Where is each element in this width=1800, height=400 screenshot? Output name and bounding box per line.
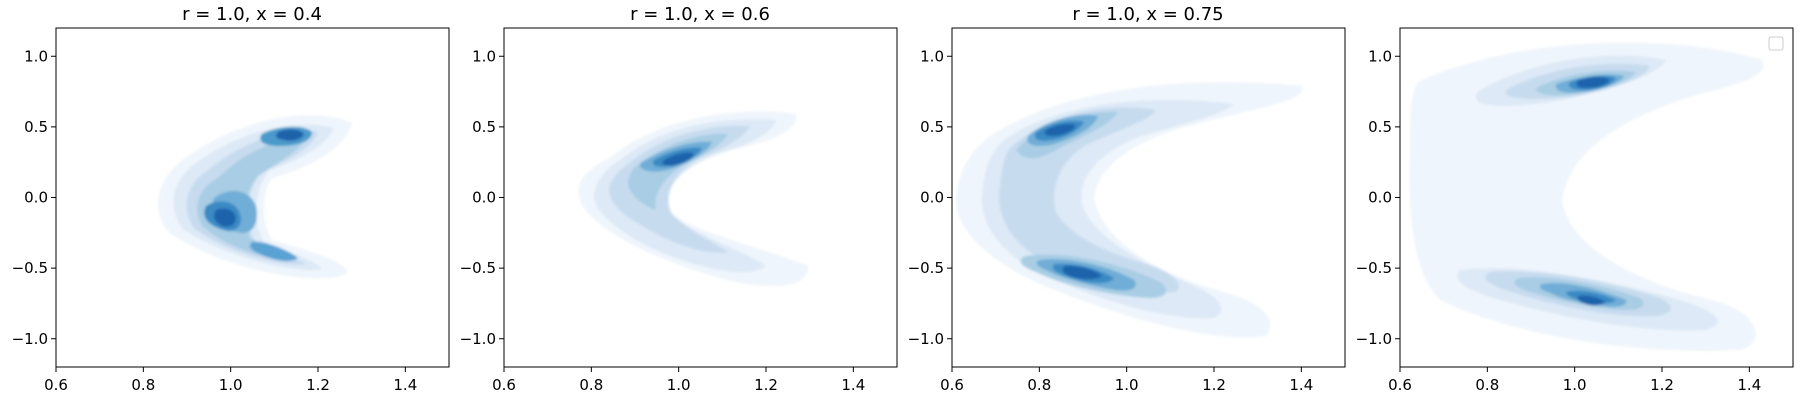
y-tick-label: 0.5: [920, 118, 944, 136]
y-tick-label: −1.0: [908, 330, 944, 348]
y-tick-label: −1.0: [460, 330, 496, 348]
x-tick-label: 1.0: [667, 376, 691, 394]
x-tick-label: 1.0: [219, 376, 243, 394]
y-tick-label: 1.0: [24, 47, 48, 65]
y-tick-label: −0.5: [908, 259, 944, 277]
legend-box: [1768, 36, 1784, 51]
x-axis: 0.6 0.8 1.0 1.2 1.4: [1388, 367, 1761, 394]
x-tick-label: 0.8: [579, 376, 603, 394]
y-tick-label: 1.0: [1368, 47, 1392, 65]
y-tick-label: −0.5: [1356, 259, 1392, 277]
density-band-7: [662, 152, 694, 166]
y-tick-label: 1.0: [472, 47, 496, 65]
panel-3: 1.0 0.5 0.0 −0.5 −1.0 0.6 0.8 1.0 1.2 1.4 r = 1.…: [908, 4, 1346, 394]
x-tick-label: 0.6: [44, 376, 68, 394]
plot-area: [504, 28, 897, 367]
x-tick-label: 0.6: [940, 376, 964, 394]
x-tick-label: 0.6: [492, 376, 516, 394]
x-axis: 0.6 0.8 1.0 1.2 1.4: [940, 367, 1313, 394]
x-tick-label: 1.4: [1289, 376, 1313, 394]
y-tick-label: −1.0: [12, 330, 48, 348]
y-tick-label: 1.0: [920, 47, 944, 65]
y-tick-label: 0.0: [920, 189, 944, 207]
density-contours: [1409, 42, 1764, 351]
x-tick-label: 1.4: [1737, 376, 1761, 394]
panel-title: r = 1.0, x = 0.4: [182, 4, 322, 25]
x-tick-label: 0.8: [1027, 376, 1051, 394]
x-tick-label: 1.0: [1115, 376, 1139, 394]
density-contours: [157, 115, 352, 279]
x-tick-label: 1.2: [754, 376, 778, 394]
panel-title: r = 1.0, x = 0.75: [1072, 4, 1223, 25]
y-tick-label: −0.5: [12, 259, 48, 277]
density-band-7: [1576, 77, 1610, 88]
x-axis: 0.6 0.8 1.0 1.2 1.4: [44, 367, 417, 394]
density-band-11: [1062, 265, 1102, 280]
x-tick-label: 1.4: [841, 376, 865, 394]
density-band-4: [628, 133, 728, 210]
density-band-7: [1044, 123, 1076, 136]
y-tick-label: 0.0: [24, 189, 48, 207]
panel-1: 1.0 0.5 0.0 −0.5 −1.0 0.6 0.8 1.0 1.2 1.4 r = 1.…: [12, 4, 450, 394]
x-tick-label: 0.8: [1475, 376, 1499, 394]
x-tick-label: 0.8: [131, 376, 155, 394]
density-contours: [578, 111, 809, 287]
x-axis: 0.6 0.8 1.0 1.2 1.4: [492, 367, 865, 394]
y-axis: 1.0 0.5 0.0 −0.5 −1.0: [1356, 47, 1400, 348]
x-tick-label: 1.2: [1650, 376, 1674, 394]
density-band-13: [1577, 295, 1606, 306]
y-axis: 1.0 0.5 0.0 −0.5 −1.0: [460, 47, 504, 348]
x-tick-label: 1.0: [1563, 376, 1587, 394]
x-tick-label: 1.2: [306, 376, 330, 394]
y-tick-label: 0.0: [1368, 189, 1392, 207]
x-tick-label: 1.2: [1202, 376, 1226, 394]
x-tick-label: 0.6: [1388, 376, 1412, 394]
y-tick-label: −1.0: [1356, 330, 1392, 348]
density-contours: [956, 82, 1303, 338]
y-tick-label: −0.5: [460, 259, 496, 277]
panel-title: r = 1.0, x = 0.6: [630, 4, 770, 25]
x-tick-label: 1.4: [393, 376, 417, 394]
y-tick-label: 0.5: [24, 118, 48, 136]
density-band-7: [214, 208, 236, 227]
y-tick-label: 0.0: [472, 189, 496, 207]
density-band-9: [276, 129, 304, 141]
y-tick-label: 0.5: [1368, 118, 1392, 136]
y-axis: 1.0 0.5 0.0 −0.5 −1.0: [908, 47, 952, 348]
panel-2: 1.0 0.5 0.0 −0.5 −1.0 0.6 0.8 1.0 1.2 1.4 r = 1.…: [460, 4, 898, 394]
density-band-10: [250, 241, 298, 261]
density-band-3: [609, 125, 750, 253]
y-tick-label: 0.5: [472, 118, 496, 136]
panel-4: 1.0 0.5 0.0 −0.5 −1.0 0.6 0.8 1.0 1.2 1.4: [1356, 27, 1794, 394]
y-axis: 1.0 0.5 0.0 −0.5 −1.0: [12, 47, 56, 348]
